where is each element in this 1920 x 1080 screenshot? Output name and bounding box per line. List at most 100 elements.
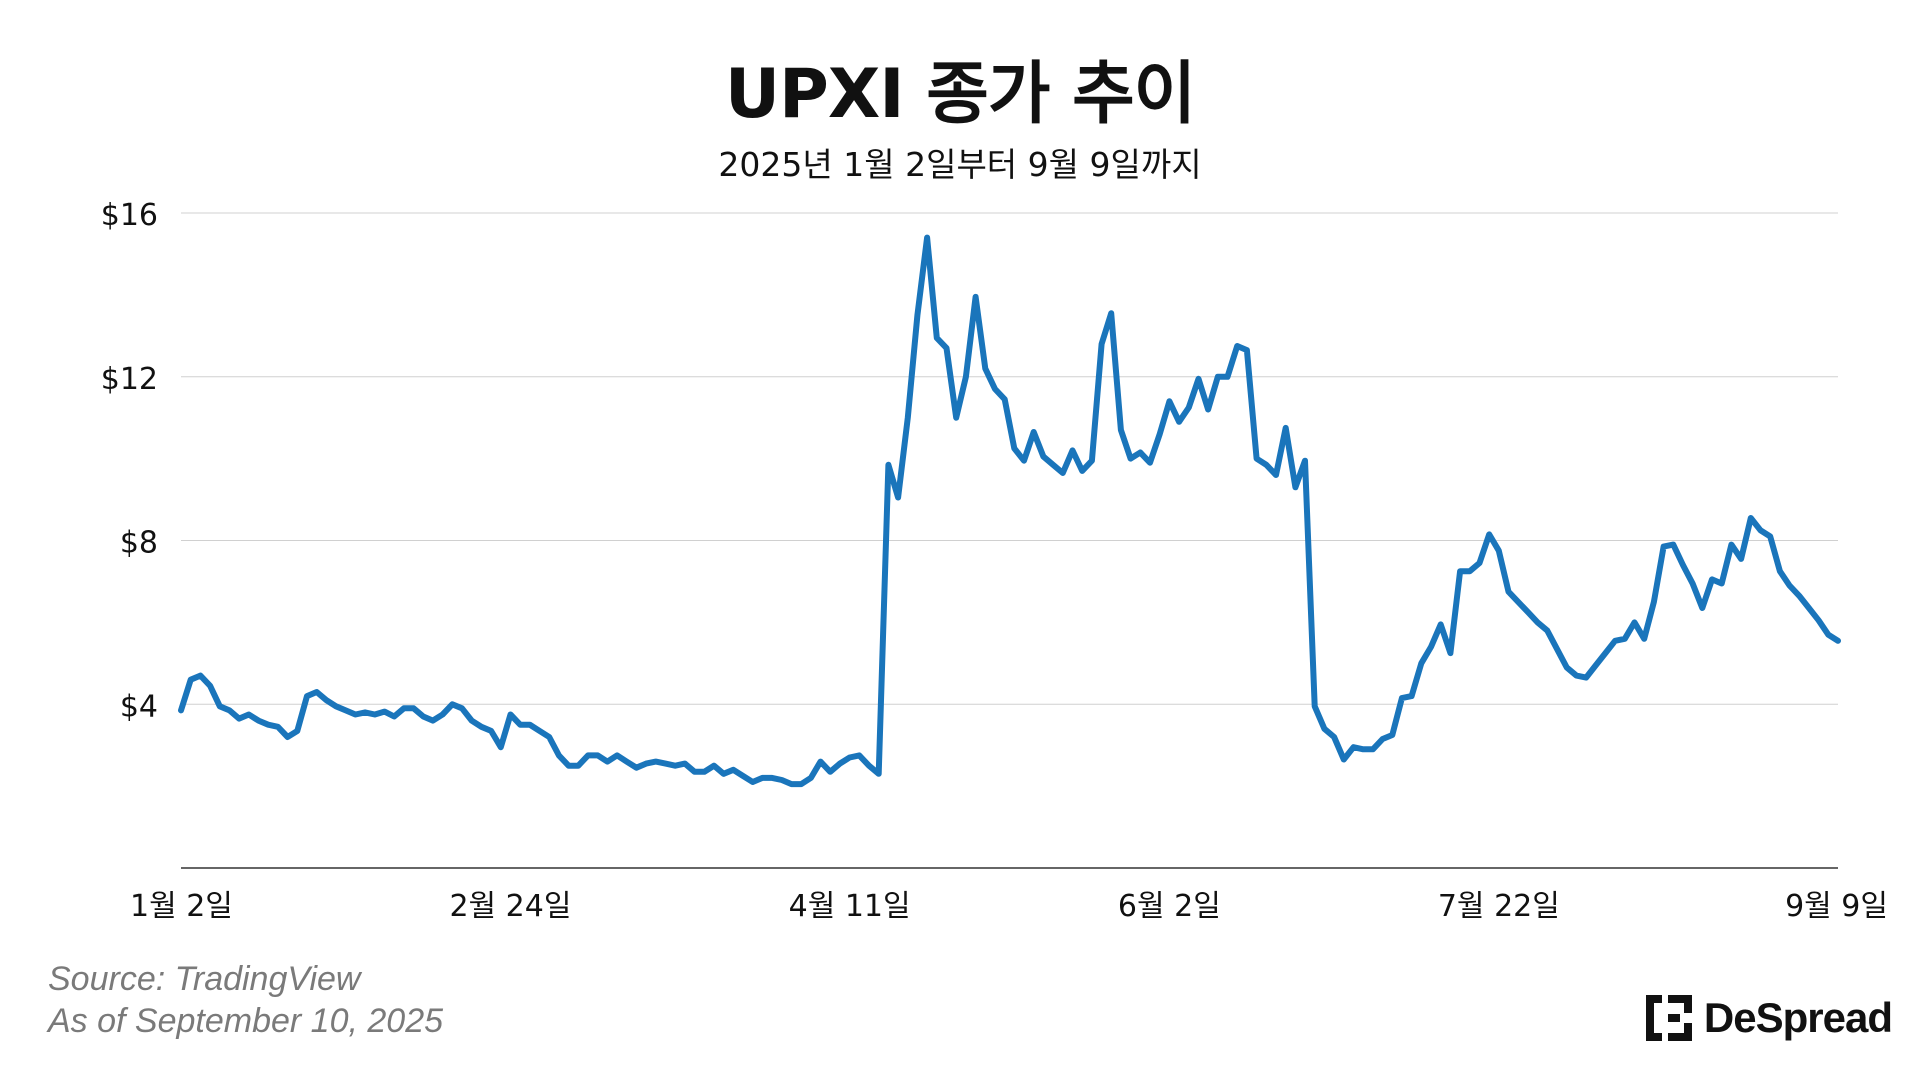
data-point	[218, 704, 222, 708]
data-point	[315, 690, 319, 694]
data-point	[605, 760, 609, 764]
data-point	[412, 706, 416, 710]
data-point	[509, 713, 513, 717]
data-point	[1826, 633, 1830, 637]
data-point	[1080, 469, 1084, 473]
data-point	[1555, 647, 1559, 651]
data-point	[1681, 563, 1685, 567]
y-tick-label: $12	[101, 362, 158, 397]
data-point	[1138, 451, 1142, 455]
data-point	[1468, 569, 1472, 573]
data-point	[1303, 459, 1307, 463]
data-point	[683, 762, 687, 766]
data-point	[954, 416, 958, 420]
data-point	[441, 713, 445, 717]
data-point	[470, 719, 474, 723]
data-point	[722, 772, 726, 776]
data-point	[1439, 622, 1443, 626]
data-point	[1478, 561, 1482, 565]
data-point	[257, 719, 261, 723]
data-point	[334, 704, 338, 708]
data-point	[1216, 375, 1220, 379]
data-point	[518, 723, 522, 727]
data-point	[1361, 747, 1365, 751]
as-of-line: As of September 10, 2025	[48, 1002, 444, 1040]
data-point	[1652, 600, 1656, 604]
data-point	[1119, 428, 1123, 432]
data-point	[1526, 610, 1530, 614]
data-point	[828, 770, 832, 774]
data-point	[479, 725, 483, 729]
despread-logo-icon	[1645, 995, 1692, 1041]
data-point	[1032, 430, 1036, 434]
data-point	[547, 735, 551, 739]
data-point	[915, 313, 919, 317]
x-tick-label: 6월 2일	[1118, 889, 1221, 924]
x-tick-label: 9월 9일	[1785, 889, 1888, 924]
data-point	[450, 702, 454, 706]
data-point	[1768, 534, 1772, 538]
data-point	[1545, 629, 1549, 633]
data-point	[324, 698, 328, 702]
data-point	[886, 463, 890, 467]
data-point	[431, 719, 435, 723]
data-point	[1613, 639, 1617, 643]
data-point	[383, 710, 387, 714]
data-point	[1158, 432, 1162, 436]
data-point	[208, 684, 212, 688]
y-tick-label: $16	[101, 198, 158, 233]
data-point	[1584, 676, 1588, 680]
data-point	[1507, 590, 1511, 594]
data-point	[1041, 455, 1045, 459]
data-point	[1574, 674, 1578, 678]
data-point	[353, 713, 357, 717]
data-point	[799, 782, 803, 786]
data-point	[1100, 342, 1104, 346]
data-point	[1197, 377, 1201, 381]
price-series-line	[178, 234, 1841, 788]
data-point	[1739, 557, 1743, 561]
data-point	[1129, 457, 1133, 461]
data-point	[1797, 594, 1801, 598]
data-point	[1313, 704, 1317, 708]
grid-lines	[181, 212, 1838, 705]
data-point	[1187, 406, 1191, 410]
data-point	[460, 706, 464, 710]
y-axis-tick-labels: $4 $8 $12 $16	[101, 198, 158, 724]
data-point	[1700, 606, 1704, 610]
data-point	[664, 762, 668, 766]
x-axis-tick-labels: 1월 2일 2월 24일 4월 11일 6월 2일 7월 22일 9월 9일	[130, 889, 1888, 924]
data-point	[896, 496, 900, 500]
data-point	[867, 764, 871, 768]
data-point	[1003, 397, 1007, 401]
data-point	[712, 764, 716, 768]
data-point	[1729, 543, 1733, 547]
data-point	[1051, 463, 1055, 467]
data-point	[1090, 459, 1094, 463]
data-point	[1633, 620, 1637, 624]
data-point	[1720, 582, 1724, 586]
data-point	[198, 674, 202, 678]
data-point	[935, 336, 939, 340]
data-point	[567, 764, 571, 768]
data-point	[1400, 696, 1404, 700]
y-tick-label: $4	[120, 689, 158, 724]
data-point	[1749, 516, 1753, 520]
data-point	[1381, 737, 1385, 741]
data-point	[1332, 735, 1336, 739]
source-line: Source: TradingView	[48, 960, 361, 998]
data-point	[1177, 420, 1181, 424]
data-point	[1071, 448, 1075, 452]
data-point	[373, 713, 377, 717]
data-point	[1012, 446, 1016, 450]
data-point	[760, 776, 764, 780]
data-point	[1594, 663, 1598, 667]
x-tick-label: 4월 11일	[789, 889, 911, 924]
x-tick-label: 2월 24일	[449, 889, 571, 924]
data-point	[673, 764, 677, 768]
data-point	[1516, 600, 1520, 604]
data-point	[993, 387, 997, 391]
data-point	[1836, 639, 1840, 643]
data-point	[925, 236, 929, 240]
data-point	[838, 762, 842, 766]
